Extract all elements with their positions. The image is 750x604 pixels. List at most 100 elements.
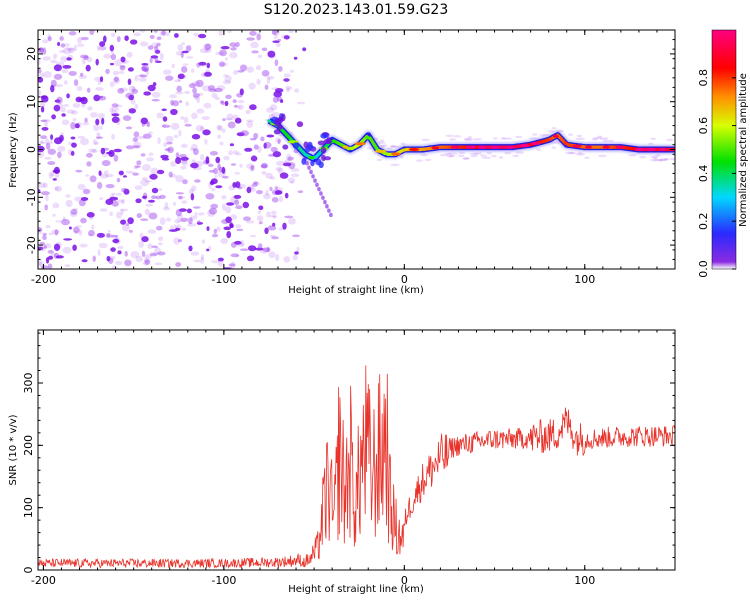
noise-blob <box>236 229 243 231</box>
noise-blob <box>119 171 124 176</box>
noise-blob <box>156 113 163 119</box>
noise-blob <box>103 54 111 59</box>
noise-blob <box>240 88 244 95</box>
ridge-fringe <box>480 154 487 156</box>
ridge-hotspot <box>507 146 514 149</box>
noise-blob <box>70 212 78 217</box>
noise-blob <box>65 194 71 197</box>
noise-blob <box>232 182 236 188</box>
ridge-fringe <box>556 130 564 132</box>
noise-blob <box>288 218 296 225</box>
cluster-blob <box>323 156 331 160</box>
noise-blob <box>158 236 163 241</box>
noise-blob <box>108 230 111 232</box>
noise-blob <box>133 165 138 169</box>
noise-blob <box>158 242 163 245</box>
ridge-fringe <box>464 139 472 141</box>
noise-blob <box>106 184 115 188</box>
noise-blob <box>278 66 282 72</box>
noise-blob <box>42 39 48 43</box>
noise-blob <box>150 58 153 63</box>
noise-blob <box>117 250 121 254</box>
noise-blob <box>263 193 271 199</box>
ridge-fringe <box>552 147 556 149</box>
noise-blob <box>223 156 229 161</box>
noise-blob <box>69 227 72 230</box>
cluster-blob <box>320 133 327 138</box>
noise-blob <box>46 257 49 263</box>
noise-blob <box>47 161 55 165</box>
noise-blob <box>280 172 289 178</box>
noise-blob <box>88 230 95 236</box>
ridge-fringe <box>381 144 387 146</box>
noise-blob <box>82 122 89 125</box>
noise-blob <box>111 54 116 60</box>
ridge-fringe <box>515 151 524 153</box>
noise-blob <box>226 231 231 238</box>
ridge-fringe <box>416 159 423 161</box>
noise-blob <box>77 44 84 47</box>
noise-blob <box>73 208 78 211</box>
noise-blob <box>161 30 166 35</box>
noise-blob <box>307 165 311 169</box>
cluster-blob <box>282 144 288 149</box>
ridge-fringe <box>504 152 511 154</box>
noise-blob <box>191 193 195 200</box>
noise-blob <box>223 74 228 77</box>
noise-blob <box>55 84 64 87</box>
noise-blob <box>253 182 261 185</box>
noise-blob <box>111 134 115 140</box>
noise-blob <box>209 208 217 215</box>
noise-blob <box>240 130 249 136</box>
noise-blob <box>180 218 188 222</box>
noise-blob <box>269 251 276 258</box>
noise-blob <box>258 206 263 211</box>
cluster-blob <box>293 142 299 149</box>
noise-blob <box>237 70 244 73</box>
noise-blob <box>276 43 281 47</box>
ridge-fringe <box>597 136 602 138</box>
noise-blob <box>176 192 184 194</box>
noise-blob <box>45 195 48 202</box>
noise-blob <box>41 95 47 98</box>
noise-blob <box>213 168 218 174</box>
noise-blob <box>219 50 227 57</box>
noise-blob <box>258 210 262 214</box>
noise-blob <box>282 223 286 230</box>
noise-blob <box>222 167 226 174</box>
y-tick-label: -10 <box>25 188 38 206</box>
noise-blob <box>100 208 108 211</box>
ridge-hotspot <box>585 146 592 149</box>
noise-blob <box>86 65 91 72</box>
noise-blob <box>96 59 99 66</box>
noise-blob <box>187 209 192 214</box>
noise-blob <box>87 106 93 110</box>
noise-blob <box>73 103 81 108</box>
noise-blob <box>163 207 170 211</box>
noise-blob <box>61 69 68 73</box>
noise-blob <box>231 242 237 248</box>
colorbar-tick-label: 0.6 <box>697 117 710 135</box>
ridge-fringe <box>575 138 585 140</box>
noise-blob <box>48 263 53 269</box>
noise-blob <box>134 145 141 148</box>
noise-blob <box>80 138 89 145</box>
noise-blob <box>172 64 175 69</box>
noise-blob <box>271 211 277 215</box>
noise-blob <box>291 168 300 172</box>
noise-blob <box>268 51 276 58</box>
noise-blob <box>42 127 49 131</box>
ridge-hotspot <box>375 150 387 153</box>
noise-blob <box>97 182 102 189</box>
noise-blob <box>265 173 272 179</box>
noise-blob <box>269 187 272 191</box>
noise-blob <box>109 212 113 217</box>
noise-blob <box>180 116 184 120</box>
noise-blob <box>222 128 226 132</box>
noise-blob <box>142 251 145 257</box>
noise-blob <box>256 65 261 70</box>
noise-blob <box>302 47 306 51</box>
ridge-fringe <box>459 152 466 154</box>
noise-blob <box>279 196 283 203</box>
noise-blob <box>170 100 174 106</box>
